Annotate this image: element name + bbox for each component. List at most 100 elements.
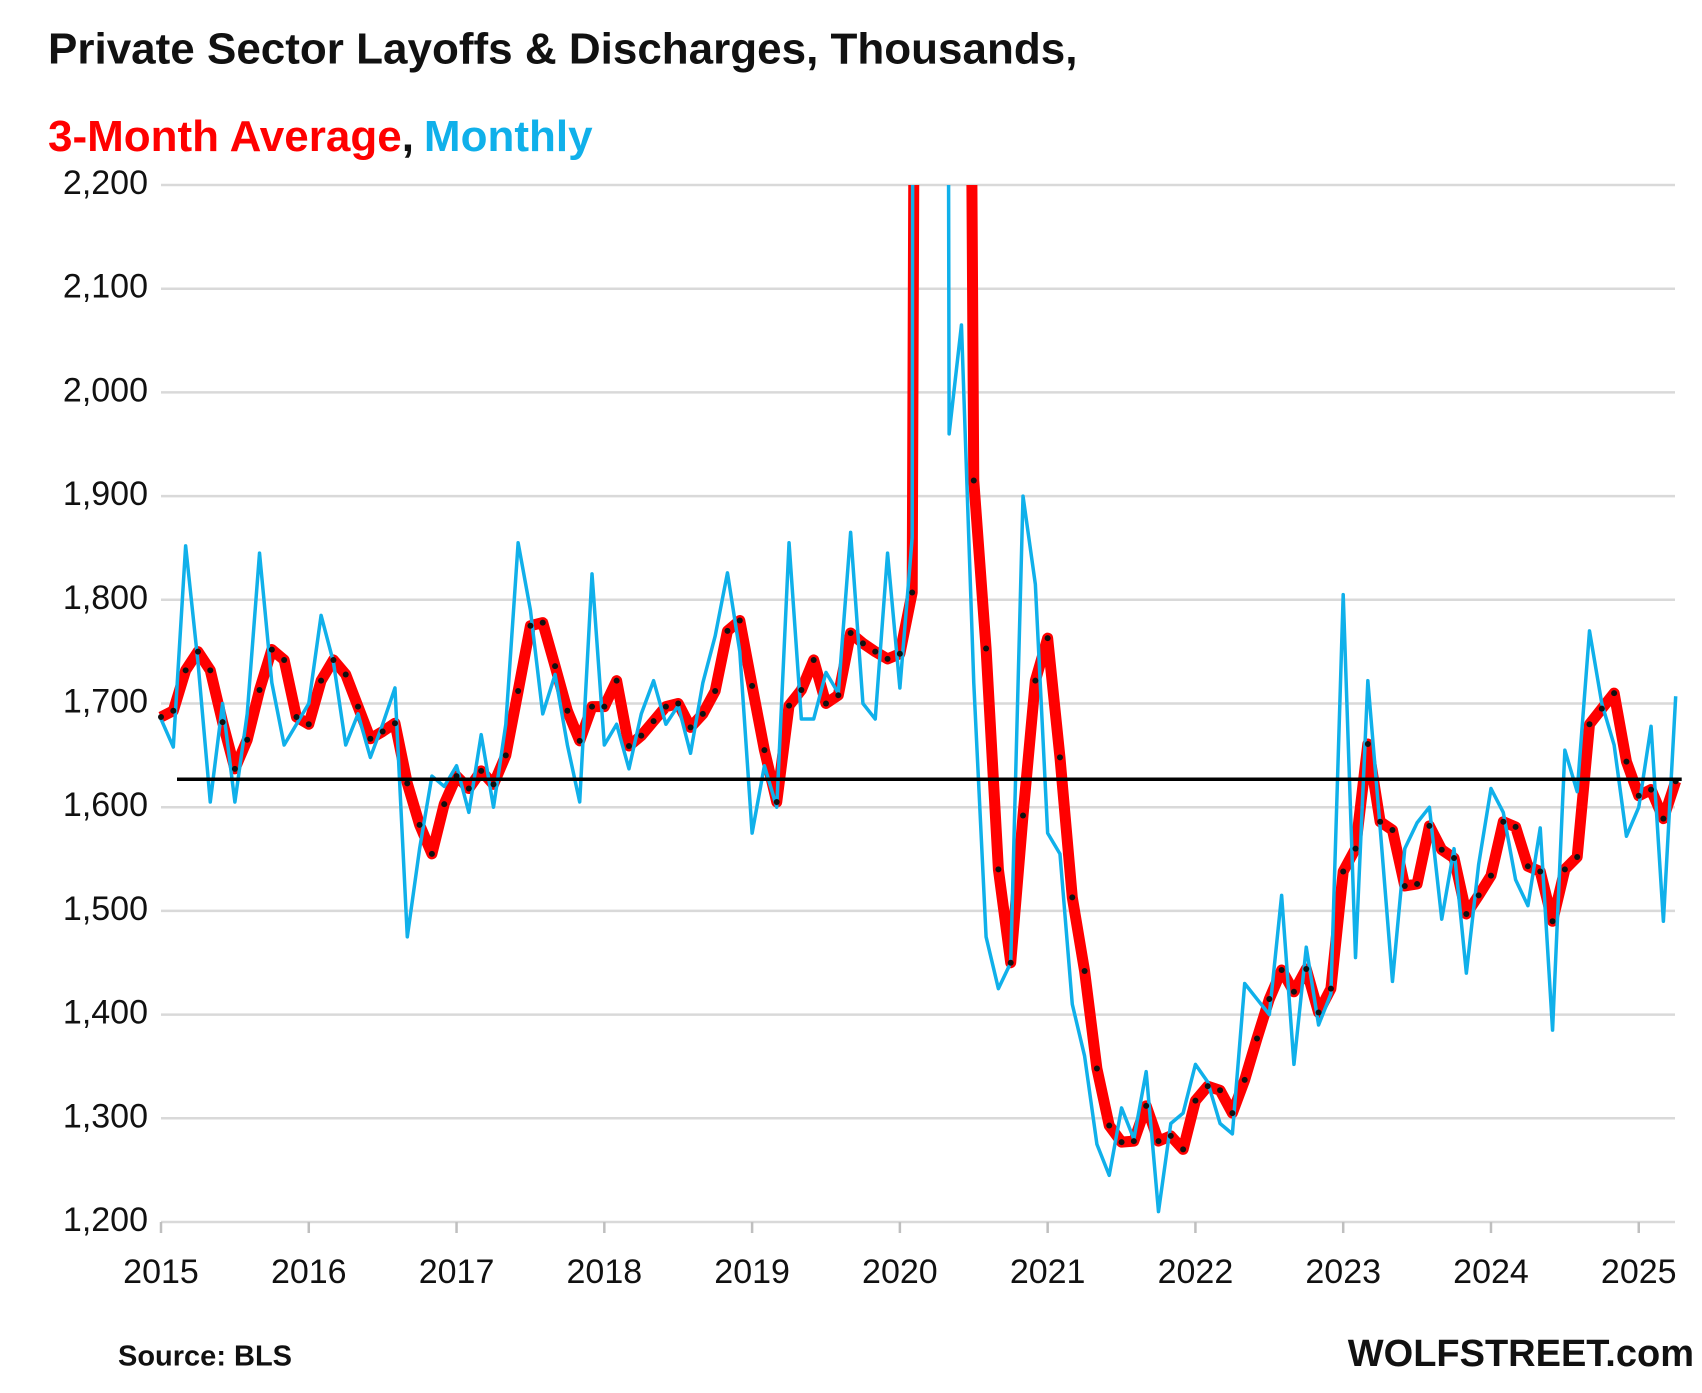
marker [1611,690,1618,697]
marker [761,747,768,754]
y-tick-label: 1,300 [63,1097,148,1135]
marker [170,707,177,714]
marker [416,821,423,828]
y-tick-label: 1,900 [63,475,148,513]
marker [1487,872,1494,879]
marker [1315,1009,1322,1016]
marker [527,622,534,629]
x-tick-label: 2020 [862,1253,938,1291]
x-tick-label: 2018 [567,1253,643,1291]
marker [1007,959,1014,966]
marker [1278,967,1285,974]
marker [391,720,398,727]
marker [810,656,817,663]
marker [1561,866,1568,873]
marker [773,799,780,806]
y-tick-label: 1,500 [63,890,148,928]
marker [798,687,805,694]
marker [1327,985,1334,992]
marker [1044,635,1051,642]
marker [318,677,325,684]
marker [1524,863,1531,870]
marker [1241,1076,1248,1083]
marker [256,687,263,694]
marker [1020,812,1027,819]
marker [1290,988,1297,995]
marker [712,688,719,695]
x-tick-label: 2024 [1453,1253,1529,1291]
marker [1032,677,1039,684]
marker [872,648,879,655]
y-tick-label: 1,700 [63,682,148,720]
y-tick-label: 1,400 [63,994,148,1032]
marker [589,703,596,710]
source: Source: BLS [118,1341,292,1373]
marker [995,866,1002,873]
marker [1217,1087,1224,1094]
y-tick-label: 2,000 [63,371,148,409]
marker [1204,1083,1211,1090]
marker [638,732,645,739]
marker [293,713,300,720]
marker [1451,855,1458,862]
marker [465,785,472,792]
marker [1660,815,1667,822]
x-tick-label: 2019 [714,1253,790,1291]
marker [1093,1065,1100,1072]
marker [1377,818,1384,825]
marker [1537,868,1544,875]
legend-entry: 3-Month Average [48,112,402,161]
line-series [159,185,1678,1214]
marker [1143,1102,1150,1109]
credit: WOLFSTREET.com [1348,1333,1694,1375]
marker [1414,880,1421,887]
marker [625,743,632,750]
marker [1463,911,1470,918]
marker [158,713,164,720]
marker [502,752,509,759]
marker [428,850,435,857]
legend-separator: , [402,112,414,161]
marker [231,765,238,772]
plot-area [158,185,1681,1214]
marker [736,617,743,624]
marker [835,692,842,699]
legend-entry: Monthly [424,112,593,161]
marker [355,703,362,710]
y-tick-label: 2,200 [63,164,148,202]
marker [404,780,411,787]
x-tick-label: 2023 [1305,1253,1381,1291]
marker [896,650,903,657]
marker [1056,754,1063,761]
marker [613,677,620,684]
y-tick-label: 1,600 [63,786,148,824]
x-tick-label: 2021 [1010,1253,1086,1291]
marker [675,700,682,707]
marker [1229,1110,1236,1117]
marker [342,671,349,678]
marker [1598,705,1605,712]
marker [1254,1035,1261,1042]
marker [490,781,497,788]
marker [859,640,866,647]
marker [601,703,608,710]
marker [1648,786,1655,793]
x-tick-label: 2017 [419,1253,495,1291]
marker [724,627,731,634]
marker [1438,846,1445,853]
marker [194,648,201,655]
marker [1180,1146,1187,1153]
marker [983,645,990,652]
marker [1623,758,1630,765]
marker [1635,792,1642,799]
x-tick-label: 2025 [1601,1253,1677,1291]
marker [1475,892,1482,899]
marker [1352,845,1359,852]
marker [1081,968,1088,975]
marker [1069,894,1076,901]
marker [1500,818,1507,825]
marker [699,710,706,717]
marker [515,688,522,695]
